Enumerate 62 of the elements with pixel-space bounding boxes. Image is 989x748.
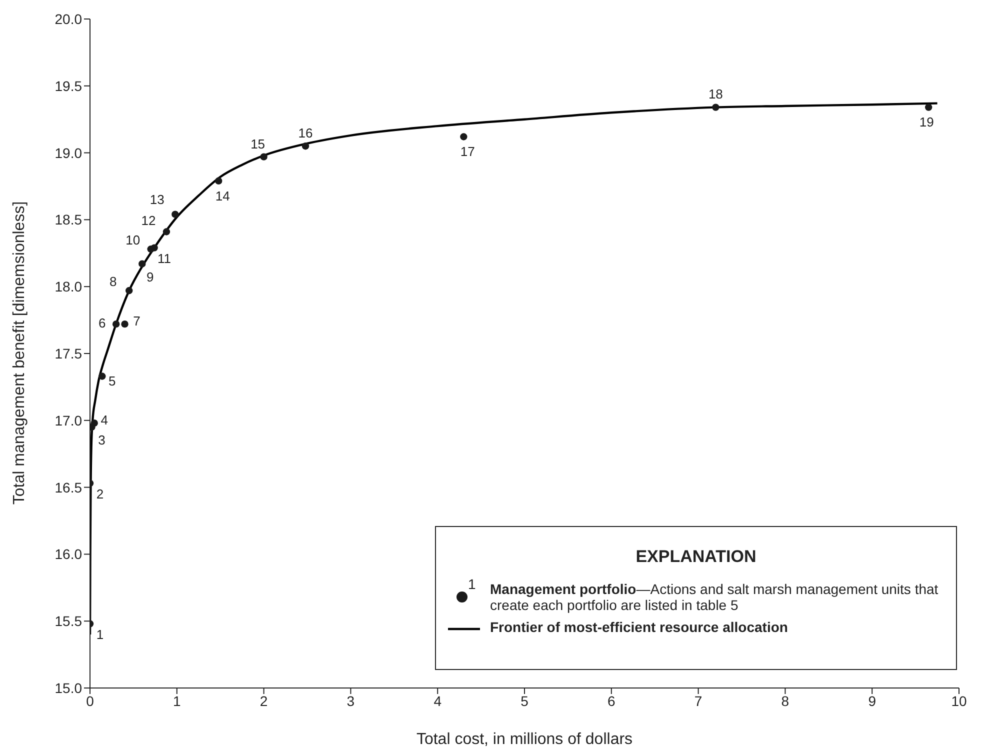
- point: [162, 228, 170, 236]
- point: [215, 177, 222, 184]
- x-tick-label: 8: [781, 692, 790, 709]
- x-tick-label: 0: [86, 692, 94, 709]
- x-tick-label: 4: [434, 692, 442, 709]
- point: [302, 142, 310, 150]
- x-axis-title: Total cost, in millions of dollars: [416, 731, 633, 748]
- annotation: 3: [98, 432, 106, 448]
- y-tick-label: 17.5: [54, 345, 82, 362]
- point: [924, 104, 932, 111]
- y-tick-label: 15.0: [54, 680, 82, 696]
- x-tick-label: 10: [951, 692, 967, 709]
- y-tick-label: 19.5: [54, 78, 82, 94]
- y-tick-label: 15.5: [54, 613, 82, 630]
- annotation: 1: [96, 627, 104, 642]
- y-tick-label: 16.5: [54, 479, 82, 496]
- x-tick-label: 3: [346, 692, 355, 709]
- point: [460, 133, 468, 140]
- annotation: 5: [108, 374, 116, 389]
- x-tick-label: 2: [260, 692, 268, 709]
- annotation: 10: [126, 232, 140, 248]
- annotation: 15: [250, 136, 266, 152]
- text: 1: [468, 576, 476, 592]
- y-tick-label: 18.0: [54, 278, 82, 295]
- point: [98, 372, 106, 380]
- annotation: 9: [146, 269, 154, 284]
- y-tick-label: 20.0: [54, 10, 82, 27]
- y-axis-title: Total management benefit [dimemsionless]: [11, 201, 28, 505]
- point: [90, 419, 98, 427]
- point: [172, 210, 179, 218]
- annotation: 17: [460, 144, 475, 160]
- point: [126, 287, 133, 294]
- point: [260, 153, 268, 160]
- point: [112, 320, 120, 328]
- annotation: 16: [298, 126, 313, 141]
- annotation: 8: [109, 274, 117, 290]
- y-tick-label: 18.5: [54, 212, 82, 228]
- legend-label: Frontier of most-efficient resource allocation: [490, 619, 788, 635]
- annotation: 18: [708, 86, 723, 102]
- legend-label: Management portfolio—Actions and salt marsh management units that create each portfolio are listed in table 5: [490, 581, 938, 613]
- point: [150, 244, 158, 252]
- y-tick-label: 16.0: [54, 546, 82, 562]
- annotation: 13: [150, 192, 164, 207]
- x-tick-label: 5: [520, 692, 529, 709]
- point: [121, 320, 128, 328]
- annotation: 7: [133, 314, 140, 328]
- x-tick-label: 9: [868, 692, 876, 709]
- annotation: 11: [158, 251, 172, 266]
- annotation: 6: [98, 316, 106, 330]
- x-tick-label: 1: [173, 692, 181, 709]
- x-tick-label: 7: [694, 692, 702, 709]
- annotation: 12: [141, 213, 156, 228]
- legend-title: EXPLANATION: [634, 547, 758, 567]
- point: [138, 260, 146, 268]
- y-tick-label: 19.0: [54, 144, 82, 161]
- annotation: 4: [100, 412, 108, 428]
- point: [712, 104, 720, 111]
- annotation: 14: [215, 188, 230, 204]
- x-tick-label: 6: [608, 692, 616, 709]
- annotation: 2: [96, 486, 104, 502]
- annotation: 19: [919, 114, 934, 130]
- y-tick-label: 17.0: [54, 412, 82, 428]
